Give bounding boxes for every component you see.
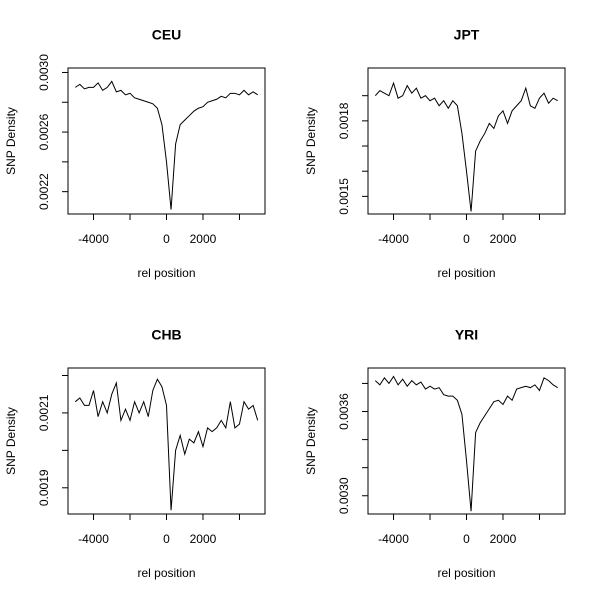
y-tick-label: 0.0021 <box>37 394 51 431</box>
x-tick-label: 2000 <box>490 532 517 546</box>
x-axis-label: rel position <box>437 566 495 580</box>
y-tick-label: 0.0030 <box>337 477 351 514</box>
x-tick-label: 2000 <box>190 532 217 546</box>
y-axis-label: SNP Density <box>4 107 18 175</box>
x-axis-label: rel position <box>137 266 195 280</box>
y-tick-label: 0.0015 <box>337 178 351 215</box>
x-tick-label: -4000 <box>78 232 109 246</box>
plot-frame <box>367 67 566 215</box>
y-axis-label: SNP Density <box>4 407 18 475</box>
y-tick-label: 0.0022 <box>37 173 51 210</box>
x-tick-label: 2000 <box>190 232 217 246</box>
x-tick-label: 0 <box>463 232 470 246</box>
plot-frame <box>67 367 266 515</box>
plot-frame <box>67 67 266 215</box>
data-line <box>75 80 258 210</box>
chart-title: JPT <box>454 27 480 43</box>
y-tick-label: 0.0019 <box>37 469 51 506</box>
x-tick-label: 0 <box>463 532 470 546</box>
x-axis-label: rel position <box>137 566 195 580</box>
x-tick-label: -4000 <box>78 532 109 546</box>
x-tick-label: 2000 <box>490 232 517 246</box>
x-tick-label: -4000 <box>378 232 409 246</box>
y-axis-label: SNP Density <box>304 107 318 175</box>
y-tick-label: 0.0026 <box>37 113 51 150</box>
chart-title: CHB <box>151 327 181 343</box>
chart-title: CEU <box>152 27 182 43</box>
data-line <box>374 81 558 212</box>
x-axis-label: rel position <box>437 266 495 280</box>
y-tick-label: 0.0018 <box>337 102 351 139</box>
y-tick-label: 0.0030 <box>37 54 51 91</box>
data-line <box>74 378 259 511</box>
x-tick-label: 0 <box>163 532 170 546</box>
x-tick-label: 0 <box>163 232 170 246</box>
y-axis-label: SNP Density <box>304 407 318 475</box>
data-line <box>374 375 558 512</box>
x-tick-label: -4000 <box>378 532 409 546</box>
y-tick-label: 0.0036 <box>337 393 351 430</box>
chart-title: YRI <box>455 327 478 343</box>
plot-frame <box>367 367 566 515</box>
